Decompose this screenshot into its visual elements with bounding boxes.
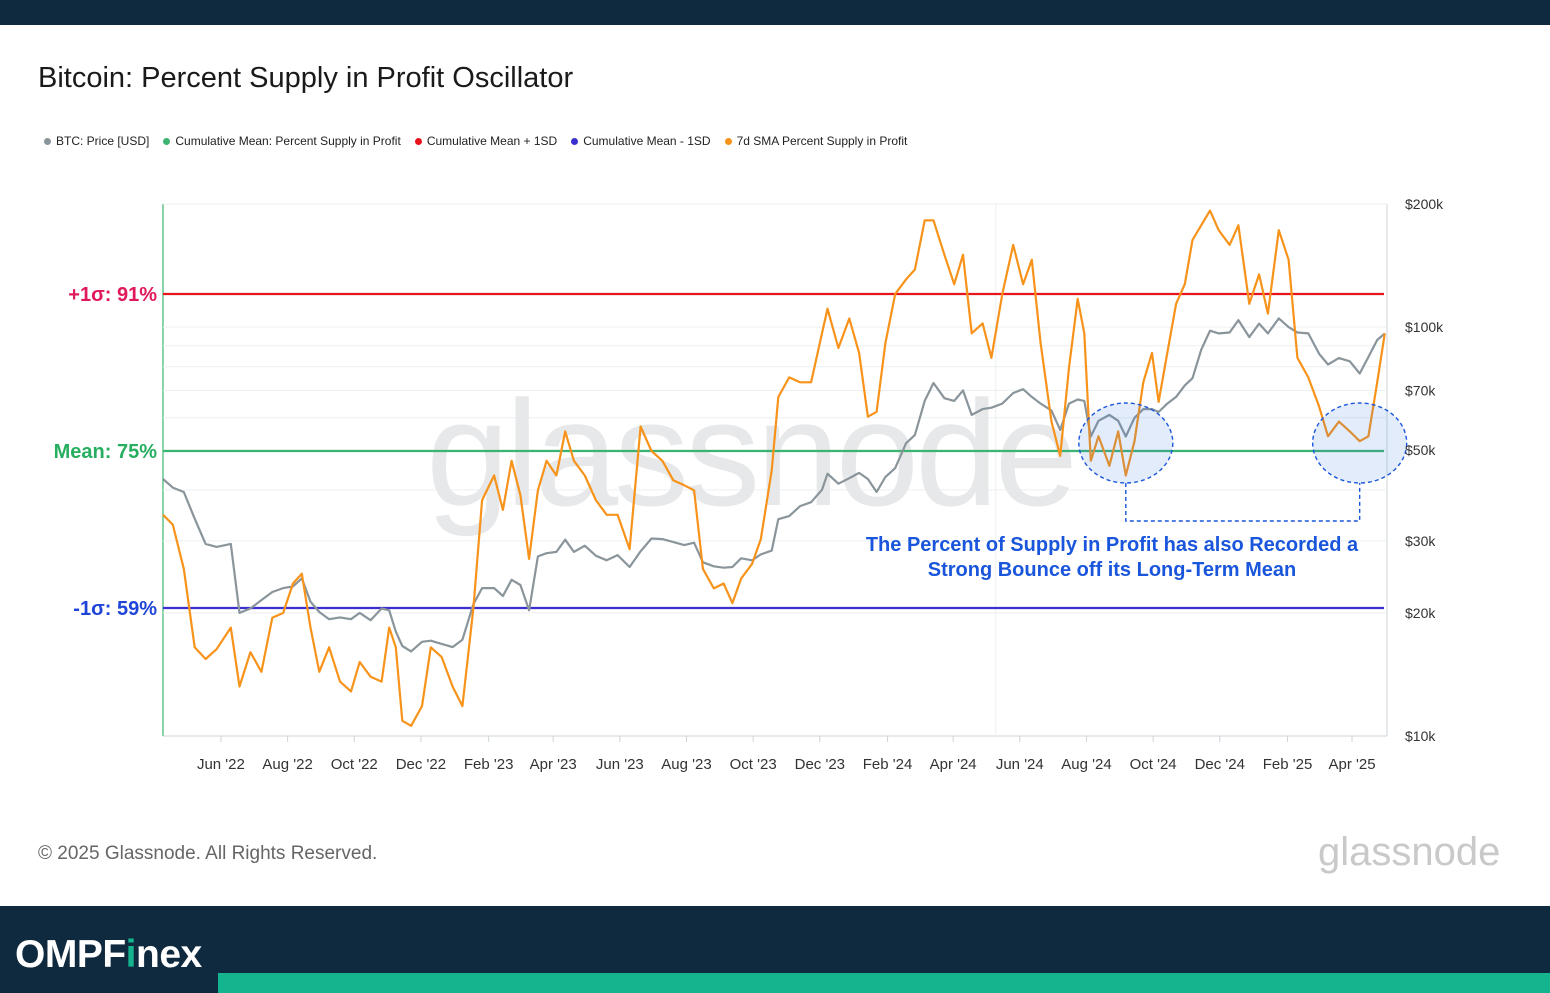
x-axis-tick-label: Aug '23 [661,756,711,773]
glassnode-logo: glassnode [1318,830,1501,874]
brand-part-3: nex [136,933,202,976]
brand-part-2: i [125,933,137,976]
left-axis-label: Mean: 75% [54,441,158,463]
x-axis-tick-label: Apr '25 [1328,756,1375,773]
right-axis-tick-label: $200k [1405,196,1444,212]
legend-dot-icon [44,137,51,145]
x-axis-tick-label: Apr '23 [530,756,577,773]
brand-part-1: OMPF [15,933,126,976]
x-axis-tick-label: Feb '25 [1263,756,1313,773]
x-axis-tick-label: Feb '23 [464,756,514,773]
legend-dot-icon [724,137,732,145]
legend-label: BTC: Price [USD] [56,134,150,148]
x-axis-tick-label: Apr '24 [930,756,977,773]
highlight-circle [1078,402,1174,484]
legend-item[interactable]: Cumulative Mean: Percent Supply in Profi… [163,134,401,148]
x-axis-tick-label: Dec '22 [396,756,446,773]
legend-item[interactable]: 7d SMA Percent Supply in Profit [724,134,908,148]
legend-item[interactable]: Cumulative Mean + 1SD [414,134,558,148]
x-axis-tick-label: Aug '22 [262,756,312,773]
x-axis-tick-label: Jun '24 [996,756,1044,773]
x-axis-tick-label: Oct '22 [331,756,378,773]
x-axis-tick-label: Oct '24 [1130,756,1177,773]
annotation-line-2: Strong Bounce off its Long-Term Mean [928,559,1297,581]
legend-label: Cumulative Mean: Percent Supply in Profi… [175,134,401,148]
btc-price-line [162,317,1386,653]
percent-supply-line [162,209,1386,727]
x-axis-tick-label: Aug '24 [1061,756,1111,773]
x-axis-tick-label: Feb '24 [863,756,913,773]
legend-item[interactable]: BTC: Price [USD] [44,134,149,148]
x-axis-tick-label: Dec '23 [795,756,845,773]
x-axis-tick-label: Jun '23 [596,756,644,773]
legend-item[interactable]: Cumulative Mean - 1SD [571,134,711,148]
x-axis-tick-label: Oct '23 [730,756,777,773]
annotation-line-1: The Percent of Supply in Profit has also… [866,534,1359,556]
top-bar [0,0,1550,25]
legend-label: Cumulative Mean - 1SD [583,134,711,148]
chart-title: Bitcoin: Percent Supply in Profit Oscill… [38,62,574,94]
brand-logo: OMPFinex [15,933,202,977]
right-axis-tick-label: $30k [1405,533,1436,549]
copyright-notice: © 2025 Glassnode. All Rights Reserved. [38,843,378,864]
right-axis-tick-label: $10k [1405,728,1436,744]
legend-label: 7d SMA Percent Supply in Profit [736,134,908,148]
x-axis-tick-label: Dec '24 [1195,756,1245,773]
legend-dot-icon [163,137,171,145]
legend-dot-icon [414,137,422,145]
legend-dot-icon [571,137,579,145]
annotation-connector [1125,483,1361,522]
right-axis-tick-label: $70k [1405,382,1436,398]
left-axis-label: +1σ: 91% [68,284,157,306]
highlight-circle [1311,402,1408,484]
chart-legend: BTC: Price [USD] Cumulative Mean: Percent… [44,134,921,148]
right-axis-tick-label: $50k [1405,442,1436,458]
right-axis-tick-label: $100k [1405,319,1444,335]
left-axis-label: -1σ: 59% [73,598,157,620]
x-axis-tick-label: Jun '22 [197,756,245,773]
legend-label: Cumulative Mean + 1SD [426,134,558,148]
right-axis-tick-label: $20k [1405,605,1436,621]
footer-stripe [218,973,1550,993]
